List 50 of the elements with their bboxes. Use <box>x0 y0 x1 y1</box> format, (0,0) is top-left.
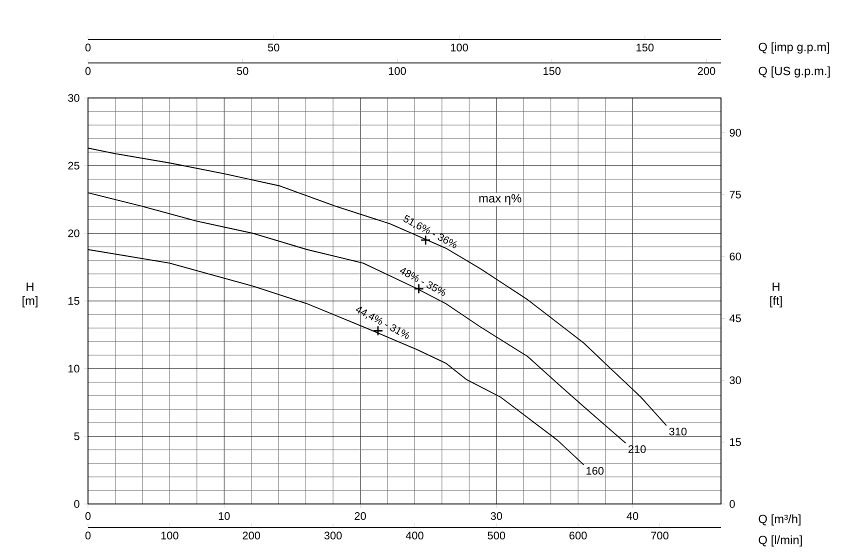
y-tick-label: 10 <box>68 364 80 373</box>
y2-tick-label: 90 <box>730 128 741 137</box>
y2-tick-label: 45 <box>729 314 741 322</box>
point <box>414 284 424 294</box>
x2-tick-label: 0 <box>85 67 91 75</box>
y-tick-label: 15 <box>68 297 80 305</box>
x-axis-title: Q [l/min] <box>758 535 802 547</box>
point <box>420 234 431 246</box>
y-tick-label: 5 <box>74 432 80 440</box>
x2-tick-label: 50 <box>268 44 280 52</box>
x2-tick-label: 150 <box>544 67 561 75</box>
x-tick-label: 600 <box>569 532 587 540</box>
x2-tick-label: 100 <box>388 67 406 75</box>
x-tick-label: 0 <box>85 512 91 520</box>
y2-tick-label: 0 <box>730 500 735 508</box>
x-tick-label: 30 <box>490 512 502 520</box>
point <box>372 326 384 336</box>
y2-tick-label: 30 <box>730 376 741 384</box>
y-tick-label: 0 <box>74 500 80 508</box>
y-tick-label: 20 <box>68 229 80 238</box>
y2-tick-label: 75 <box>730 190 741 198</box>
x2-tick-label: 200 <box>698 67 716 75</box>
series-label: 160 <box>586 466 604 475</box>
x-tick-label: 0 <box>85 532 91 540</box>
series-label: 210 <box>628 445 646 454</box>
y-tick-label: 25 <box>68 162 80 170</box>
series-label: 310 <box>669 428 687 436</box>
x-tick-label: 500 <box>488 532 506 540</box>
y2-tick-label: 60 <box>730 252 741 260</box>
y2-axis-title: H [ft] <box>770 282 782 308</box>
x2-tick-label: 100 <box>450 44 468 52</box>
x2-tick-label: 50 <box>236 67 248 75</box>
x-tick-label: 10 <box>218 512 230 520</box>
annotation: 48% - 35% <box>400 268 446 296</box>
x2-axis-title: Q [US g.p.m.] <box>758 66 830 78</box>
y-axis-title: H [m] <box>22 282 38 308</box>
x-tick-label: 100 <box>161 532 178 540</box>
annotation: max η% <box>479 194 522 205</box>
x-tick-label: 200 <box>242 532 260 540</box>
x-axis-title: Q [m³/h] <box>758 514 800 526</box>
x2-axis-title: Q [imp g.p.m] <box>758 42 830 54</box>
y2-tick-label: 15 <box>730 438 741 446</box>
x-tick-label: 700 <box>651 532 668 540</box>
x-tick-label: 400 <box>406 532 424 540</box>
x-tick-label: 300 <box>324 532 342 540</box>
x2-tick-label: 0 <box>85 44 91 52</box>
y-tick-label: 30 <box>68 94 80 102</box>
x-tick-label: 40 <box>626 512 638 520</box>
x-tick-label: 20 <box>354 512 366 520</box>
x2-tick-label: 150 <box>636 44 654 52</box>
